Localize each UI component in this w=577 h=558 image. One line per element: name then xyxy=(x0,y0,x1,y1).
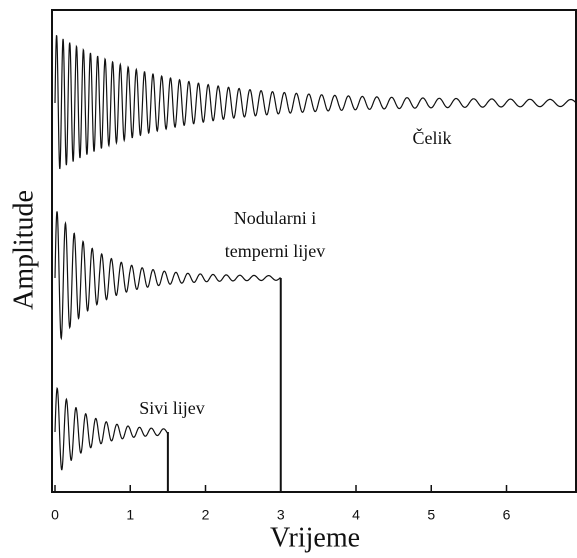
series-label-line: temperni lijev xyxy=(225,241,325,261)
waveform xyxy=(54,35,577,170)
waveform xyxy=(54,386,169,471)
waveform xyxy=(54,211,281,341)
x-tick-label: 3 xyxy=(277,507,285,523)
x-tick-label: 0 xyxy=(51,507,59,523)
x-axis-label: Vrijeme xyxy=(270,522,360,553)
x-tick-label: 2 xyxy=(202,507,210,523)
series-label: Čelik xyxy=(413,127,452,148)
x-tick-label: 6 xyxy=(503,507,511,523)
series-label-line: Nodularni i xyxy=(234,208,317,228)
series-label: Nodularni i temperni lijev xyxy=(225,208,325,261)
x-tick-label: 5 xyxy=(427,507,435,523)
x-tick-label: 4 xyxy=(352,507,360,523)
series-label: Sivi lijev xyxy=(139,398,205,418)
y-axis-label: Amplitude xyxy=(8,190,39,310)
plot-frame xyxy=(51,9,577,493)
x-tick-label: 1 xyxy=(126,507,134,523)
